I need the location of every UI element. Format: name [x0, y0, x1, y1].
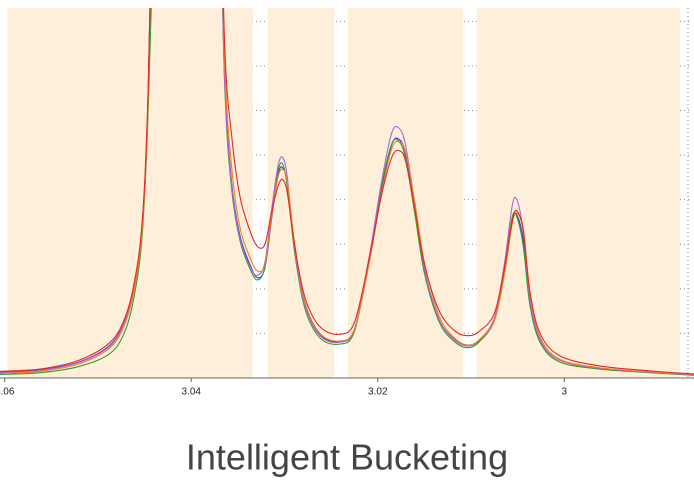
- bucket: [7, 8, 253, 378]
- bucket: [476, 8, 681, 378]
- x-tick-label: 3.04: [181, 387, 201, 398]
- bucket: [267, 8, 334, 378]
- caption: Intelligent Bucketing: [186, 437, 508, 478]
- spectrum-line: [0, 8, 694, 375]
- bucket: [347, 8, 463, 378]
- x-tick-label: 3.06: [0, 387, 15, 398]
- x-tick-label: 3: [562, 387, 568, 398]
- x-tick-label: 3.02: [368, 387, 388, 398]
- spectrum-line: [0, 8, 694, 375]
